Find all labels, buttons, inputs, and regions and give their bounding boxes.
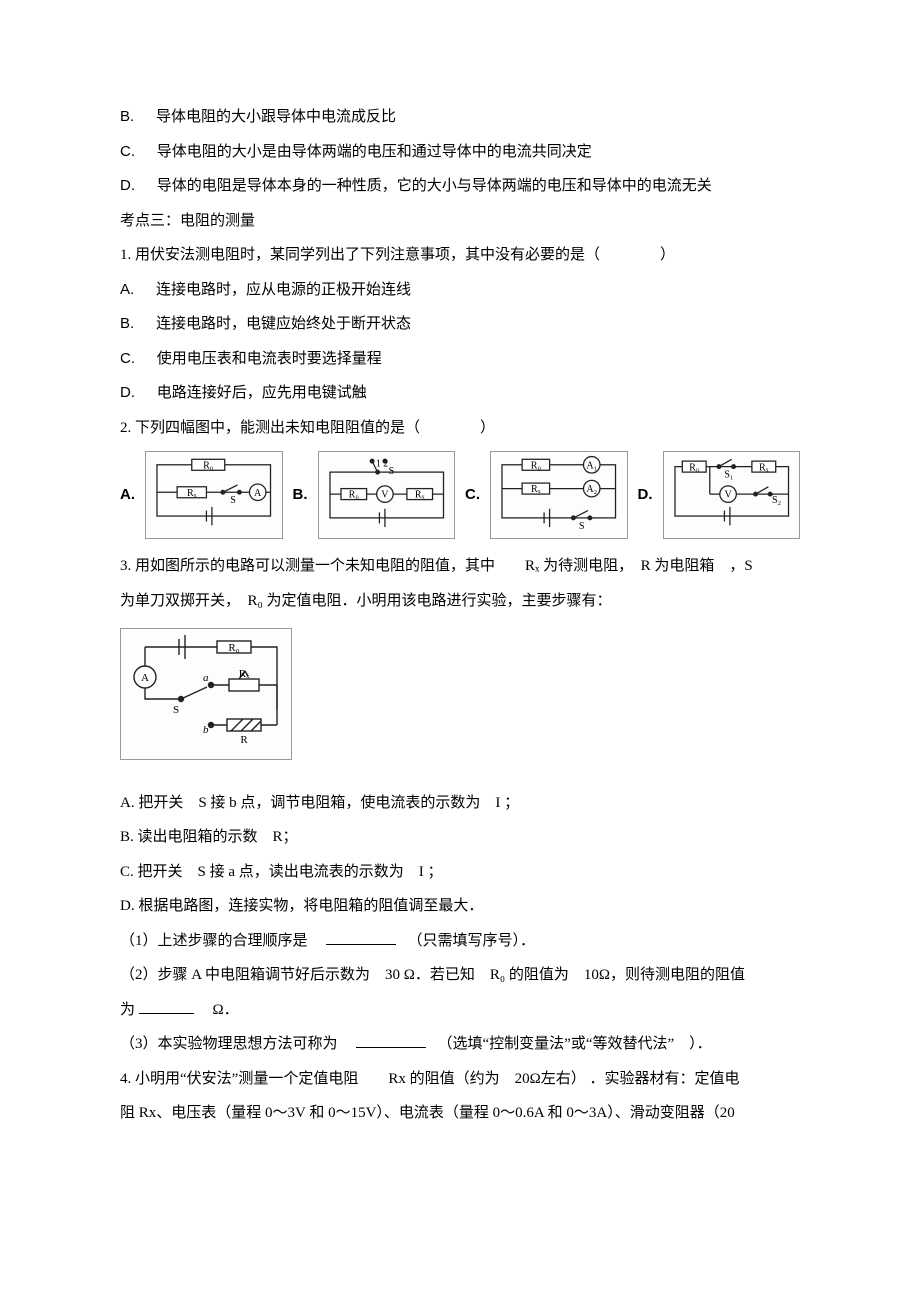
q2-circuit-a: R₀ Rₓ S A [145, 451, 283, 539]
q3-sub3-blank [356, 1032, 426, 1048]
q3-sub3-pre: （3）本实验物理思想方法可称为 [120, 1036, 353, 1052]
q3-rx: Rₓ [239, 668, 250, 680]
pre-option-d: D. 导体的电阻是导体本身的一种性质，它的大小与导体两端的电压和导体中的电流无关 [120, 169, 800, 204]
option-label-b: B. [120, 108, 134, 125]
q3-step-d: D. 根据电路图，连接实物，将电阻箱的阻值调至最大． [120, 889, 800, 924]
q1-c-text: 使用电压表和电流表时要选择量程 [157, 351, 382, 367]
option-label-d: D. [120, 177, 135, 194]
q3-sub3: （3）本实验物理思想方法可称为 （选填“控制变量法”或“等效替代法” ）． [120, 1027, 800, 1062]
q2-circuit-b: 1 2 S R₀ V Rₓ [318, 451, 456, 539]
q2d-r0: R₀ [689, 462, 700, 473]
q3-a: A [141, 672, 149, 684]
q2-label-d: D. [638, 478, 653, 513]
q2b-s: S [388, 466, 394, 477]
q3-sub2-l2-pre: 为 [120, 1002, 135, 1018]
q3-step-c: C. 把开关 S 接 a 点，读出电流表的示数为 I ； [120, 855, 800, 890]
q2-label-b: B. [293, 478, 308, 513]
q2-stem: 2. 下列四幅图中，能测出未知电阻阻值的是（ ） [120, 411, 800, 446]
q2-label-a: A. [120, 478, 135, 513]
q3-sub3-post: （选填“控制变量法”或“等效替代法” ）． [430, 1036, 712, 1052]
q1-option-b: B. 连接电路时，电键应始终处于断开状态 [120, 307, 800, 342]
q2c-r0: R₀ [531, 460, 542, 471]
q1-option-d: D. 电路连接好后，应先用电键试触 [120, 376, 800, 411]
q3-sub2-l1: （2）步骤 A 中电阻箱调节好后示数为 30 Ω．若已知 R₀ 的阻值为 10Ω… [120, 958, 800, 993]
q2d-s1: S₁ [724, 470, 733, 481]
q2c-a2: A₂ [586, 484, 597, 495]
q2-circuit-c: R₀ A₁ Rₓ A₂ S [490, 451, 628, 539]
q1-label-c: C. [120, 350, 135, 367]
q1-label-a: A. [120, 281, 134, 298]
q2b-r0: R₀ [348, 490, 359, 501]
q4-line1: 4. 小明用“伏安法”测量一个定值电阻 Rx 的阻值（约为 20Ω左右） ．实验… [120, 1062, 800, 1097]
q1-label-d: D. [120, 384, 135, 401]
pre-option-c-text: 导体电阻的大小是由导体两端的电压和通过导体中的电流共同决定 [157, 144, 592, 160]
q2a-rx: Rₓ [187, 488, 197, 499]
q3-sub1-pre: （1）上述步骤的合理顺序是 [120, 933, 323, 949]
q2-label-c: C. [465, 478, 480, 513]
q2d-rx: Rₓ [758, 462, 768, 473]
pre-option-b-text: 导体电阻的大小跟导体中电流成反比 [156, 109, 396, 125]
q3-stem-1: 3. 用如图所示的电路可以测量一个未知电阻的阻值，其中 Rₓ 为待测电阻， R … [120, 549, 800, 584]
q2d-v: V [724, 490, 732, 501]
pre-option-d-text: 导体的电阻是导体本身的一种性质，它的大小与导体两端的电压和导体中的电流无关 [157, 178, 712, 194]
q2a-s: S [230, 495, 236, 506]
q1-a-text: 连接电路时，应从电源的正极开始连线 [156, 282, 411, 298]
q3-sub1-blank [326, 929, 396, 945]
q2a-a: A [254, 488, 262, 499]
q2b-v: V [381, 490, 389, 501]
q2c-rx: Rₓ [531, 484, 541, 495]
q3-s: S [173, 704, 179, 716]
q3-step-a: A. 把开关 S 接 b 点，调节电阻箱，使电流表的示数为 I ； [120, 786, 800, 821]
q2-figure-row: A. R₀ Rₓ S A B. [120, 451, 800, 539]
q3-figure-wrap: A R₀ S a b Rₓ R [120, 628, 800, 774]
q3-sub1-post: （只需填写序号）． [400, 933, 535, 949]
q2c-s: S [579, 521, 585, 532]
q1-stem: 1. 用伏安法测电阻时，某同学列出了下列注意事项，其中没有必要的是（ ） [120, 238, 800, 273]
q2b-slabel: 1 2 [375, 459, 388, 470]
q2a-r0: R₀ [203, 460, 214, 471]
q3-sub2-l2-post: Ω． [198, 1002, 239, 1018]
q2-circuit-d: R₀ S₁ Rₓ V S₂ [663, 451, 801, 539]
q1-option-a: A. 连接电路时，应从电源的正极开始连线 [120, 273, 800, 308]
q3-a-node: a [203, 672, 209, 684]
q2b-rx: Rₓ [414, 490, 424, 501]
q3-circuit: A R₀ S a b Rₓ R [120, 628, 292, 760]
q1-label-b: B. [120, 315, 134, 332]
q3-b-node: b [203, 724, 209, 736]
q2c-a1: A₁ [586, 460, 597, 471]
section3-title: 考点三：电阻的测量 [120, 204, 800, 239]
q2d-s2: S₂ [772, 495, 781, 506]
q1-b-text: 连接电路时，电键应始终处于断开状态 [156, 316, 411, 332]
q1-d-text: 电路连接好后，应先用电键试触 [157, 385, 367, 401]
q3-sub2-blank [139, 998, 194, 1014]
q3-r0: R₀ [228, 642, 239, 654]
q1-option-c: C. 使用电压表和电流表时要选择量程 [120, 342, 800, 377]
q3-sub1: （1）上述步骤的合理顺序是 （只需填写序号）． [120, 924, 800, 959]
q3-sub2-l2: 为 Ω． [120, 993, 800, 1028]
option-label-c: C. [120, 143, 135, 160]
pre-option-c: C. 导体电阻的大小是由导体两端的电压和通过导体中的电流共同决定 [120, 135, 800, 170]
pre-option-b: B. 导体电阻的大小跟导体中电流成反比 [120, 100, 800, 135]
q4-line2: 阻 Rx、电压表（量程 0～3V 和 0～15V）、电流表（量程 0～0.6A … [120, 1096, 800, 1131]
q3-step-b: B. 读出电阻箱的示数 R； [120, 820, 800, 855]
q3-r: R [240, 734, 248, 746]
q3-stem-2: 为单刀双掷开关， R₀ 为定值电阻．小明用该电路进行实验，主要步骤有： [120, 584, 800, 619]
